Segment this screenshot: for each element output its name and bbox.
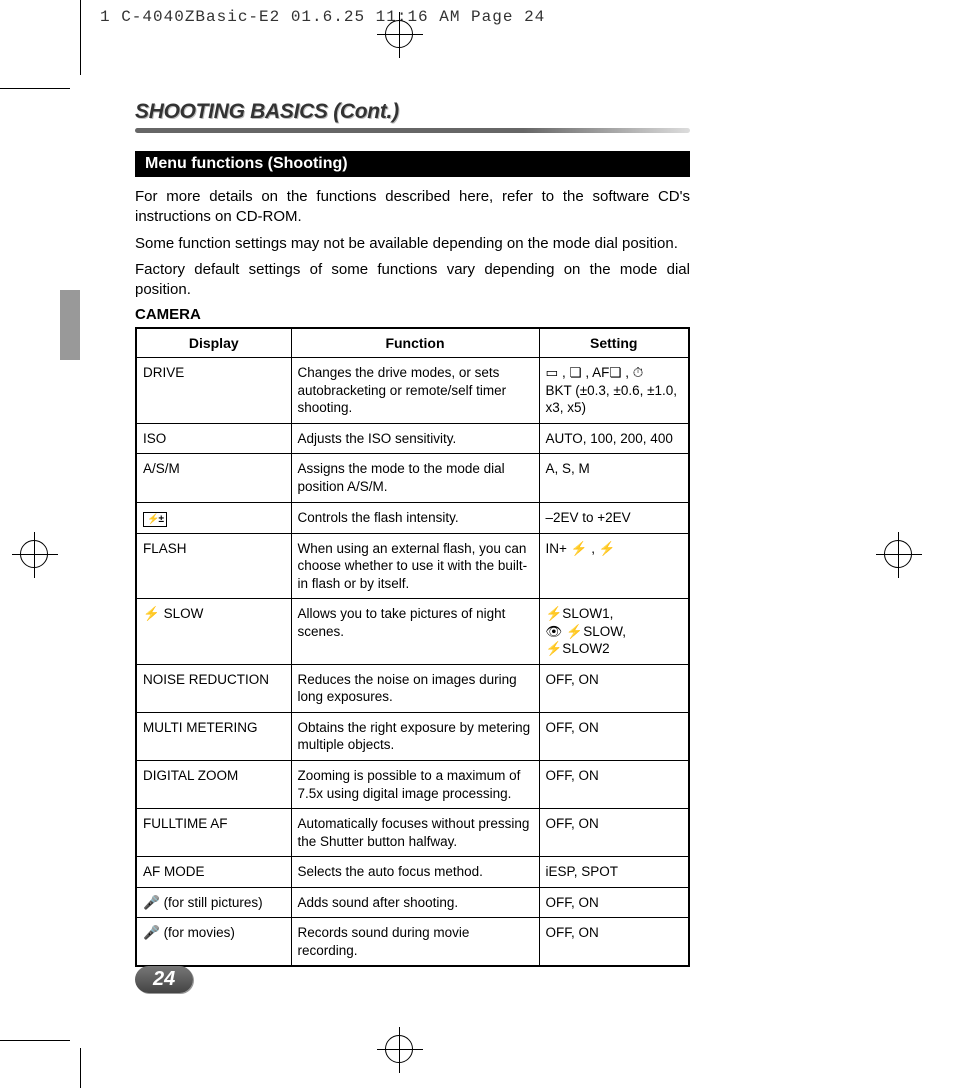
cell-setting: OFF, ON	[539, 887, 689, 918]
cell-setting: IN+ ⚡ , ⚡	[539, 533, 689, 599]
col-display: Display	[136, 328, 291, 358]
cell-function: Selects the auto focus method.	[291, 857, 539, 888]
col-function: Function	[291, 328, 539, 358]
cell-display: DIGITAL ZOOM	[136, 761, 291, 809]
crop-mark	[80, 1048, 81, 1088]
cell-display: AF MODE	[136, 857, 291, 888]
cell-display: FLASH	[136, 533, 291, 599]
cell-setting: AUTO, 100, 200, 400	[539, 423, 689, 454]
registration-mark	[385, 20, 415, 50]
cell-setting: ▭ , ❏ , AF❏ , ⏱ BKT (±0.3, ±0.6, ±1.0, x…	[539, 358, 689, 424]
cell-function: Reduces the noise on images during long …	[291, 664, 539, 712]
camera-functions-table: Display Function Setting DRIVEChanges th…	[135, 327, 690, 967]
cell-function: Adds sound after shooting.	[291, 887, 539, 918]
col-setting: Setting	[539, 328, 689, 358]
registration-mark	[884, 540, 914, 570]
cell-setting: ⚡SLOW1, 👁 ⚡SLOW, ⚡SLOW2	[539, 599, 689, 665]
cell-function: Adjusts the ISO sensitivity.	[291, 423, 539, 454]
table-label: CAMERA	[135, 306, 690, 323]
cell-setting: iESP, SPOT	[539, 857, 689, 888]
mic-icon: 🎤	[143, 895, 160, 910]
cell-display: NOISE REDUCTION	[136, 664, 291, 712]
table-row: 🎤 (for still pictures)Adds sound after s…	[136, 887, 689, 918]
cell-setting: –2EV to +2EV	[539, 502, 689, 533]
cell-setting: OFF, ON	[539, 664, 689, 712]
table-row: A/S/MAssigns the mode to the mode dial p…	[136, 454, 689, 502]
table-header-row: Display Function Setting	[136, 328, 689, 358]
cell-display: A/S/M	[136, 454, 291, 502]
table-row: FULLTIME AFAutomatically focuses without…	[136, 809, 689, 857]
registration-mark	[385, 1035, 415, 1065]
mic-icon: 🎤	[143, 925, 160, 940]
cell-display: 🎤 (for still pictures)	[136, 887, 291, 918]
side-tab	[60, 290, 80, 360]
cell-setting: OFF, ON	[539, 918, 689, 967]
cell-display: ISO	[136, 423, 291, 454]
cell-function: Automatically focuses without pressing t…	[291, 809, 539, 857]
intro-paragraph: For more details on the functions descri…	[135, 187, 690, 228]
cell-function: Allows you to take pictures of night sce…	[291, 599, 539, 665]
cell-display: ⚡ SLOW	[136, 599, 291, 665]
table-row: MULTI METERINGObtains the right exposure…	[136, 712, 689, 760]
table-row: NOISE REDUCTIONReduces the noise on imag…	[136, 664, 689, 712]
cell-function: Obtains the right exposure by metering m…	[291, 712, 539, 760]
cell-function: Changes the drive modes, or sets autobra…	[291, 358, 539, 424]
table-row: ⚡± Controls the flash intensity.–2EV to +…	[136, 502, 689, 533]
cell-function: When using an external flash, you can ch…	[291, 533, 539, 599]
table-row: AF MODESelects the auto focus method.iES…	[136, 857, 689, 888]
section-title: SHOOTING BASICS (Cont.)	[135, 100, 690, 124]
cell-display: DRIVE	[136, 358, 291, 424]
section-title-main: SHOOTING BASICS	[135, 100, 328, 123]
cell-function: Zooming is possible to a maximum of 7.5x…	[291, 761, 539, 809]
crop-mark	[0, 1040, 70, 1041]
flash-comp-icon: ⚡±	[143, 512, 167, 527]
cell-function: Assigns the mode to the mode dial positi…	[291, 454, 539, 502]
subheading: Menu functions (Shooting)	[135, 151, 690, 177]
intro-paragraph: Factory default settings of some functio…	[135, 260, 690, 301]
page-content: SHOOTING BASICS (Cont.) Menu functions (…	[135, 100, 690, 967]
crop-mark	[80, 0, 81, 75]
cell-display: ⚡±	[136, 502, 291, 533]
registration-mark	[20, 540, 50, 570]
intro-paragraph: Some function settings may not be availa…	[135, 234, 690, 254]
cell-display: 🎤 (for movies)	[136, 918, 291, 967]
table-row: FLASHWhen using an external flash, you c…	[136, 533, 689, 599]
title-rule	[135, 128, 690, 133]
cell-function: Controls the flash intensity.	[291, 502, 539, 533]
cell-display: FULLTIME AF	[136, 809, 291, 857]
cell-display: MULTI METERING	[136, 712, 291, 760]
cell-setting: OFF, ON	[539, 761, 689, 809]
bolt-icon: ⚡	[143, 606, 160, 621]
print-header: 1 C-4040ZBasic-E2 01.6.25 11:16 AM Page …	[100, 8, 545, 26]
section-title-cont: (Cont.)	[328, 100, 399, 123]
crop-mark	[0, 88, 70, 89]
cell-setting: OFF, ON	[539, 809, 689, 857]
page-number-badge: 24	[135, 966, 193, 993]
table-row: ⚡ SLOWAllows you to take pictures of nig…	[136, 599, 689, 665]
table-row: 🎤 (for movies)Records sound during movie…	[136, 918, 689, 967]
cell-setting: A, S, M	[539, 454, 689, 502]
table-row: DRIVEChanges the drive modes, or sets au…	[136, 358, 689, 424]
cell-function: Records sound during movie recording.	[291, 918, 539, 967]
table-row: ISOAdjusts the ISO sensitivity.AUTO, 100…	[136, 423, 689, 454]
cell-setting: OFF, ON	[539, 712, 689, 760]
table-row: DIGITAL ZOOMZooming is possible to a max…	[136, 761, 689, 809]
